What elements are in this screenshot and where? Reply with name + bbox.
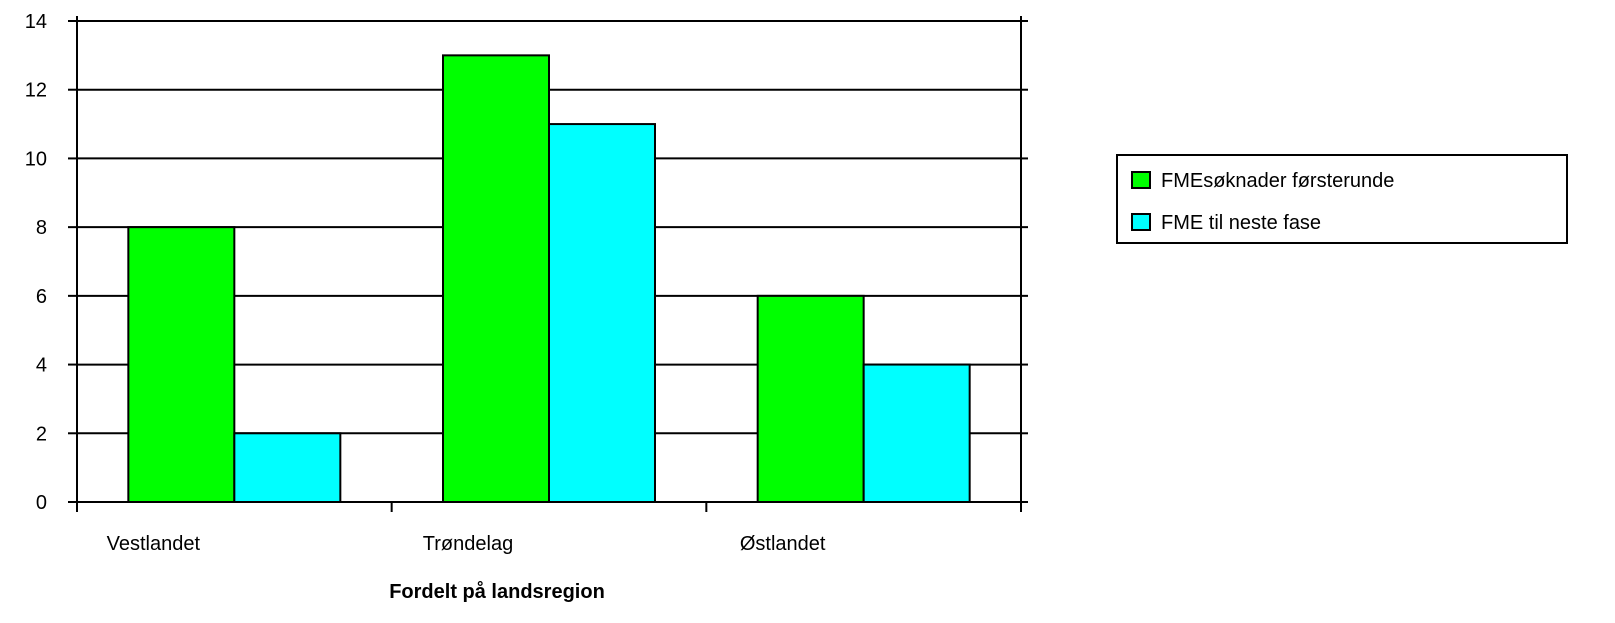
bars bbox=[127, 54, 971, 504]
legend-swatch-series-2 bbox=[1131, 213, 1151, 231]
y-tick-label: 10 bbox=[25, 148, 47, 170]
legend-box bbox=[1116, 154, 1568, 244]
bar-1-1 bbox=[127, 226, 236, 503]
y-tick-label: 12 bbox=[25, 80, 47, 102]
bar-1-2 bbox=[442, 54, 550, 503]
legend-label-series-2: FME til neste fase bbox=[1161, 212, 1321, 234]
tick-labels: 0 2 4 6 8 10 12 14 Vestlandet Trøndelag Østlandet bbox=[25, 11, 826, 555]
y-tick-label: 0 bbox=[36, 492, 47, 514]
x-axis-title: Fordelt på landsregion bbox=[389, 580, 605, 603]
y-tick-label: 14 bbox=[25, 11, 47, 33]
bar-2-1 bbox=[233, 432, 342, 503]
legend: FMEsøknader førsterunde FME til neste fa… bbox=[1116, 154, 1568, 244]
x-tick-label: Østlandet bbox=[740, 533, 826, 555]
y-tick-label: 6 bbox=[36, 286, 47, 308]
bar-2-2 bbox=[548, 123, 656, 503]
y-tick-label: 2 bbox=[36, 423, 47, 445]
bar-1-3 bbox=[756, 294, 865, 503]
bar-2-3 bbox=[862, 363, 971, 504]
legend-label-series-1: FMEsøknader førsterunde bbox=[1161, 170, 1394, 192]
y-tick-label: 4 bbox=[36, 355, 47, 377]
x-tick-label: Vestlandet bbox=[107, 533, 201, 555]
axes bbox=[68, 16, 1028, 512]
legend-swatch-series-1 bbox=[1131, 171, 1151, 189]
y-tick-label: 8 bbox=[36, 217, 47, 239]
x-tick-label: Trøndelag bbox=[423, 533, 513, 555]
